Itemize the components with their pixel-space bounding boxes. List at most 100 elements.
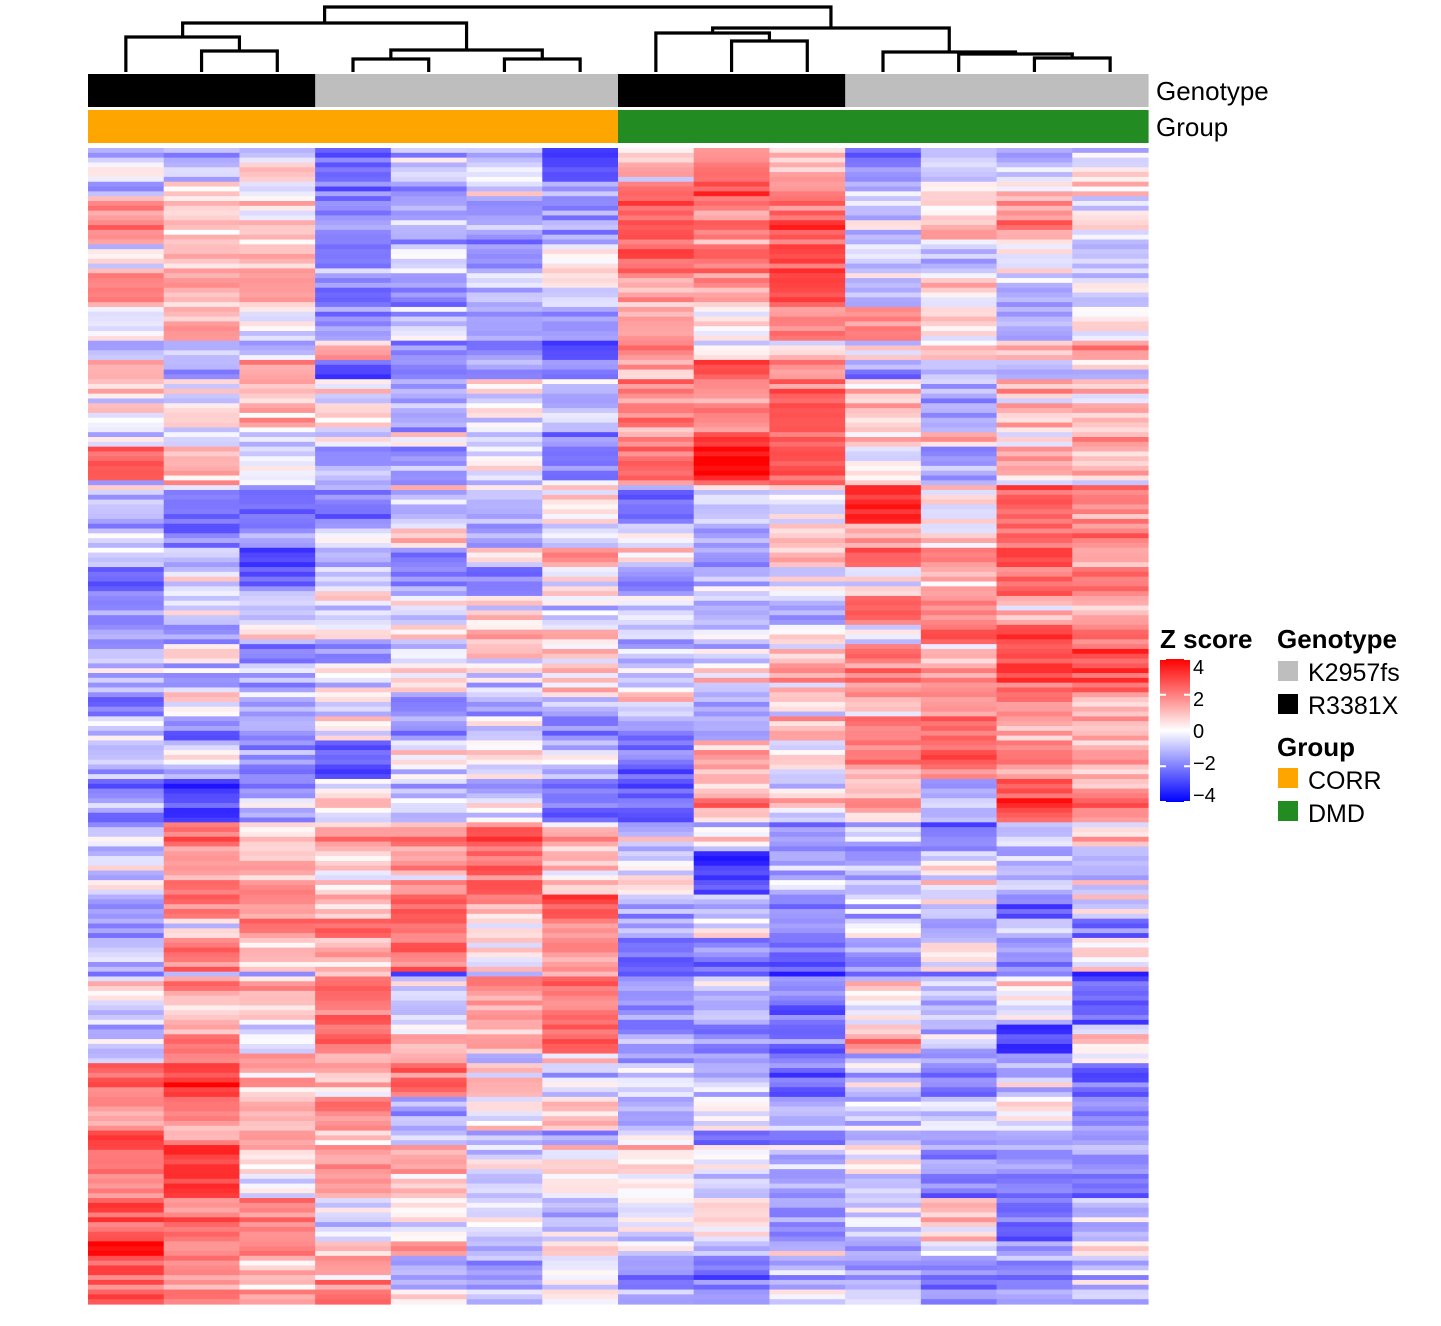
heatmap-cell [542,889,619,896]
heatmap-cell [163,581,241,587]
heatmap-cell [466,981,543,987]
heatmap-cell [390,923,468,929]
heatmap-cell [315,759,392,766]
heatmap-cell [845,1241,922,1247]
heatmap-cell [996,658,1073,664]
heatmap-cell [920,668,998,674]
heatmap-cell [390,196,468,202]
heatmap-cell [769,538,846,544]
heatmap-cell [88,220,165,226]
heatmap-cell [693,827,771,833]
heatmap-cell [1072,1101,1149,1108]
heatmap-cell [88,225,165,231]
heatmap-cell [1072,167,1149,173]
heatmap-cell [466,692,543,698]
heatmap-cell [769,745,846,751]
heatmap-cell [693,870,771,876]
heatmap-cell [542,817,619,823]
heatmap-cell [693,976,771,982]
heatmap-cell [315,1226,392,1233]
heatmap-cell [1072,225,1149,231]
heatmap-cell [542,851,619,857]
heatmap-cell [315,884,392,891]
heatmap-cell [390,754,468,761]
heatmap-cell [845,432,922,438]
heatmap-cell [1072,1198,1149,1204]
heatmap-cell [693,485,771,491]
heatmap-cell [315,461,392,467]
heatmap-cell [315,653,392,660]
heatmap-cell [618,846,695,852]
heatmap-cell [845,557,922,563]
heatmap-cell [845,446,922,453]
heatmap-cell [466,778,543,785]
heatmap-cell [466,1149,543,1156]
heatmap-cell [1072,778,1149,785]
heatmap-cell [542,1183,619,1189]
heatmap-cell [1072,273,1149,279]
heatmap-cell [693,1226,771,1233]
heatmap-cell [996,282,1073,289]
heatmap-cell [88,1125,165,1132]
heatmap-cell [693,1092,771,1098]
heatmap-cell [542,1265,619,1271]
heatmap-cell [618,1120,695,1127]
heatmap-cell [618,1053,695,1059]
heatmap-cell [618,167,695,173]
heatmap-cell [390,595,468,602]
heatmap-cell [693,1270,771,1276]
heatmap-cell [920,239,998,245]
heatmap-cell [845,836,922,843]
heatmap-cell [466,860,543,867]
heatmap-cell [693,446,771,453]
heatmap-cell [315,697,392,703]
heatmap-cell [542,297,619,303]
heatmap-cell [315,663,392,669]
heatmap-cell [769,668,846,674]
heatmap-cell [618,1178,695,1185]
heatmap-cell [542,157,619,164]
heatmap-cell [390,740,468,746]
heatmap-cell [920,335,998,342]
heatmap-cell [466,162,543,168]
heatmap-cell [996,962,1073,968]
dendrogram-link [351,57,431,72]
heatmap-cell [163,331,241,337]
heatmap-cell [88,1024,165,1031]
heatmap-cell [769,634,846,640]
heatmap-cell [239,509,316,515]
heatmap-cell [542,331,619,337]
heatmap-cell [920,788,998,795]
heatmap-cell [88,1251,165,1257]
heatmap-cell [845,509,922,515]
heatmap-cell [769,899,846,905]
heatmap-cell [618,441,695,448]
heatmap-cell [88,721,165,727]
heatmap-cell [845,1063,922,1069]
heatmap-cell [88,200,165,207]
heatmap-cell [88,1058,165,1064]
heatmap-cell [88,504,165,510]
heatmap-cell [920,754,998,761]
heatmap-cell [1072,798,1149,804]
heatmap-cell [466,644,543,650]
heatmap-cell [390,253,468,260]
heatmap-cell [845,971,922,978]
heatmap-cell [315,253,392,260]
heatmap-cell [315,1164,392,1170]
heatmap-cell [920,263,998,270]
heatmap-cell [618,335,695,342]
heatmap-cell [390,571,468,578]
heatmap-cell [239,1241,316,1247]
heatmap-cell [920,687,998,693]
heatmap-cell [542,461,619,467]
heatmap-cell [466,735,543,742]
heatmap-cell [390,591,468,597]
heatmap-cell [163,701,241,708]
heatmap-cell [88,244,165,250]
heatmap-cell [315,229,392,236]
heatmap-cell [239,1207,316,1214]
heatmap-cell [845,345,922,351]
heatmap-cell [390,552,468,559]
heatmap-cell [315,1063,392,1069]
